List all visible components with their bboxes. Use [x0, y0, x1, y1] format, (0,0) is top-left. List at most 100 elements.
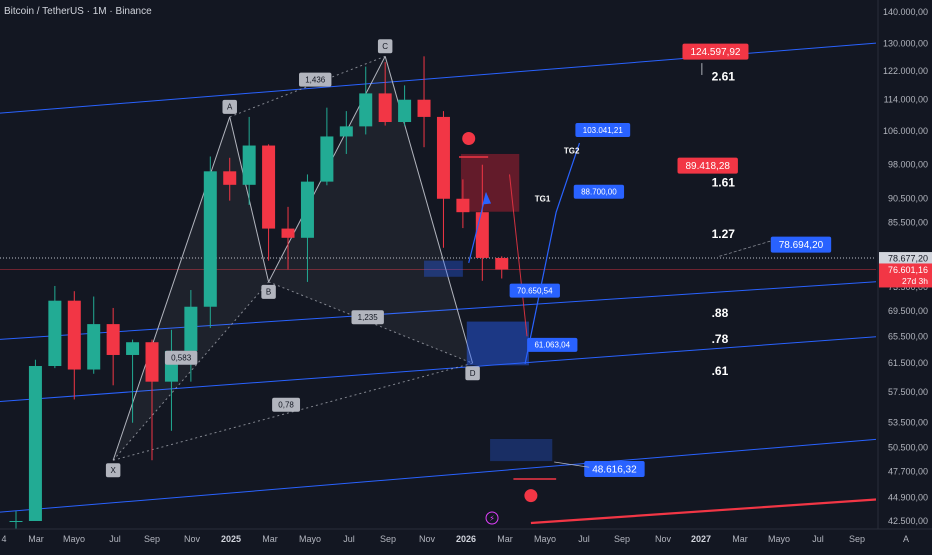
- candle: [203, 156, 217, 328]
- price-callout-5-text: 70.650,54: [517, 286, 553, 295]
- time-tick-label: 4: [1, 534, 6, 544]
- price-callout-3-text: 103.041,21: [583, 126, 624, 135]
- price-callout-2-bg: [770, 236, 832, 253]
- time-tick-label: 2026: [456, 534, 476, 544]
- time-tick-label: Nov: [184, 534, 201, 544]
- pattern-point-b-text: B: [266, 288, 271, 297]
- buy-zone-box: [466, 321, 529, 366]
- candle: [145, 339, 159, 461]
- ratio-label-bcd-bg: [351, 310, 384, 325]
- pattern-point-x-bg: [105, 463, 121, 478]
- pattern-point-a-bg: [222, 99, 237, 114]
- symbol-title: Bitcoin / TetherUS · 1M · Binance: [4, 6, 152, 17]
- candle: [436, 111, 450, 248]
- price-tick-label: 85.500,00: [888, 218, 928, 228]
- ratio-label-xad: 0,78: [272, 397, 301, 412]
- price-tick-label: 50.500,00: [888, 442, 928, 452]
- price-callout-3: 103.041,21: [575, 122, 631, 137]
- price-callout-5-bg: [509, 283, 560, 298]
- candle-body: [28, 366, 42, 521]
- fib-level-4: 1.61: [712, 176, 736, 190]
- time-tick-label: Mayo: [768, 534, 790, 544]
- last-price-tag-bg: [879, 252, 932, 265]
- ratio-label-abc-text: 1,436: [305, 75, 326, 84]
- candle-body: [378, 93, 392, 123]
- candle: [28, 359, 42, 521]
- time-tick-label: Mar: [262, 534, 278, 544]
- candle: [378, 62, 392, 126]
- fib-level-3: 1.27: [712, 227, 736, 241]
- price-callout-0: 124.597,92: [682, 43, 749, 60]
- projection-arrowhead-short: [482, 192, 492, 205]
- time-tick-label: Sep: [144, 534, 160, 544]
- candle: [48, 285, 62, 369]
- time-tick-label: Nov: [655, 534, 672, 544]
- ratio-label-bcd-text: 1,235: [358, 313, 379, 322]
- price-callout-6-bg: [527, 337, 578, 352]
- candle-body: [262, 145, 276, 229]
- ratio-label-xad-bg: [272, 397, 301, 412]
- price-callout-7: 48.616,32: [584, 461, 645, 478]
- candle: [184, 290, 198, 382]
- price-tick-label: 90.500,00: [888, 193, 928, 203]
- plot-layer: X A B C D 0,583 1,436 1,235 0,78 .61 .78 .88 1.27 1.6…: [0, 39, 876, 529]
- pattern-point-c-bg: [377, 39, 393, 54]
- price-tick-label: 65.500,00: [888, 331, 928, 341]
- price-callout-0-bg: [682, 43, 749, 60]
- price-callout-5: 70.650,54: [509, 283, 560, 298]
- price-tick-label: 44.900,00: [888, 493, 928, 503]
- pattern-point-c-text: C: [382, 42, 388, 51]
- candle: [67, 291, 81, 400]
- stop-marker-top: [462, 132, 476, 146]
- fib-level-2: .88: [712, 306, 729, 320]
- price-tick-label: 57.500,00: [888, 387, 928, 397]
- ratio-label-xab-bg: [164, 350, 198, 365]
- channel-line-middle: [0, 281, 876, 340]
- pattern-point-b-bg: [261, 284, 276, 299]
- price-tick-label: 122.000,00: [883, 66, 928, 76]
- pattern-triangle-bcd: [268, 56, 473, 364]
- candle: [281, 206, 295, 270]
- fib-level-1: .78: [712, 332, 729, 346]
- channel-line-lower: [0, 336, 876, 403]
- candle-body: [475, 212, 489, 258]
- candle-body: [67, 300, 81, 370]
- ratio-label-bcd: 1,235: [351, 310, 384, 325]
- price-tick-label: 53.500,00: [888, 418, 928, 428]
- target-zone-box: [490, 438, 553, 462]
- time-tick-label: Mayo: [63, 534, 85, 544]
- pattern-point-a-text: A: [227, 103, 233, 112]
- price-callout-2: 78.694,20: [770, 236, 832, 253]
- price-callout-4: 88.700,00: [573, 184, 625, 199]
- last-price-tag: 78.677,20: [888, 254, 928, 264]
- buy-zone-small-box: [424, 260, 463, 277]
- price-callout-6: 61.063,04: [527, 337, 578, 352]
- fib-level-5: 2.61: [712, 69, 736, 83]
- stop-marker-bottom: [524, 489, 538, 503]
- pattern-point-a: A: [222, 99, 237, 114]
- lightning-icon: ⚡: [485, 511, 499, 525]
- time-tick-label: 2025: [221, 534, 241, 544]
- time-tick-label: Jul: [812, 534, 824, 544]
- lightning-icon-glyph: ⚡: [489, 514, 495, 523]
- price-callout-1-bg: [677, 157, 738, 174]
- price-tick-label: 69.500,00: [888, 306, 928, 316]
- pattern-point-x: X: [105, 463, 121, 478]
- price-callout-3-bg: [575, 122, 631, 137]
- price-tick-label: 42.500,00: [888, 516, 928, 526]
- price-tick-label: 114.000,00: [884, 95, 928, 105]
- projection-path-short: [468, 192, 487, 263]
- time-tick-label: Sep: [380, 534, 396, 544]
- time-tick-label: Mayo: [534, 534, 556, 544]
- candle: [126, 339, 140, 423]
- price-callout-0-text: 124.597,92: [690, 47, 740, 58]
- candle-body: [242, 145, 256, 185]
- time-tick-label: Mar: [732, 534, 748, 544]
- candle: [87, 296, 101, 374]
- current-price-tag: 76.601,16: [888, 265, 928, 275]
- target-label-tg2: TG2: [564, 147, 580, 156]
- candle-body: [436, 116, 450, 199]
